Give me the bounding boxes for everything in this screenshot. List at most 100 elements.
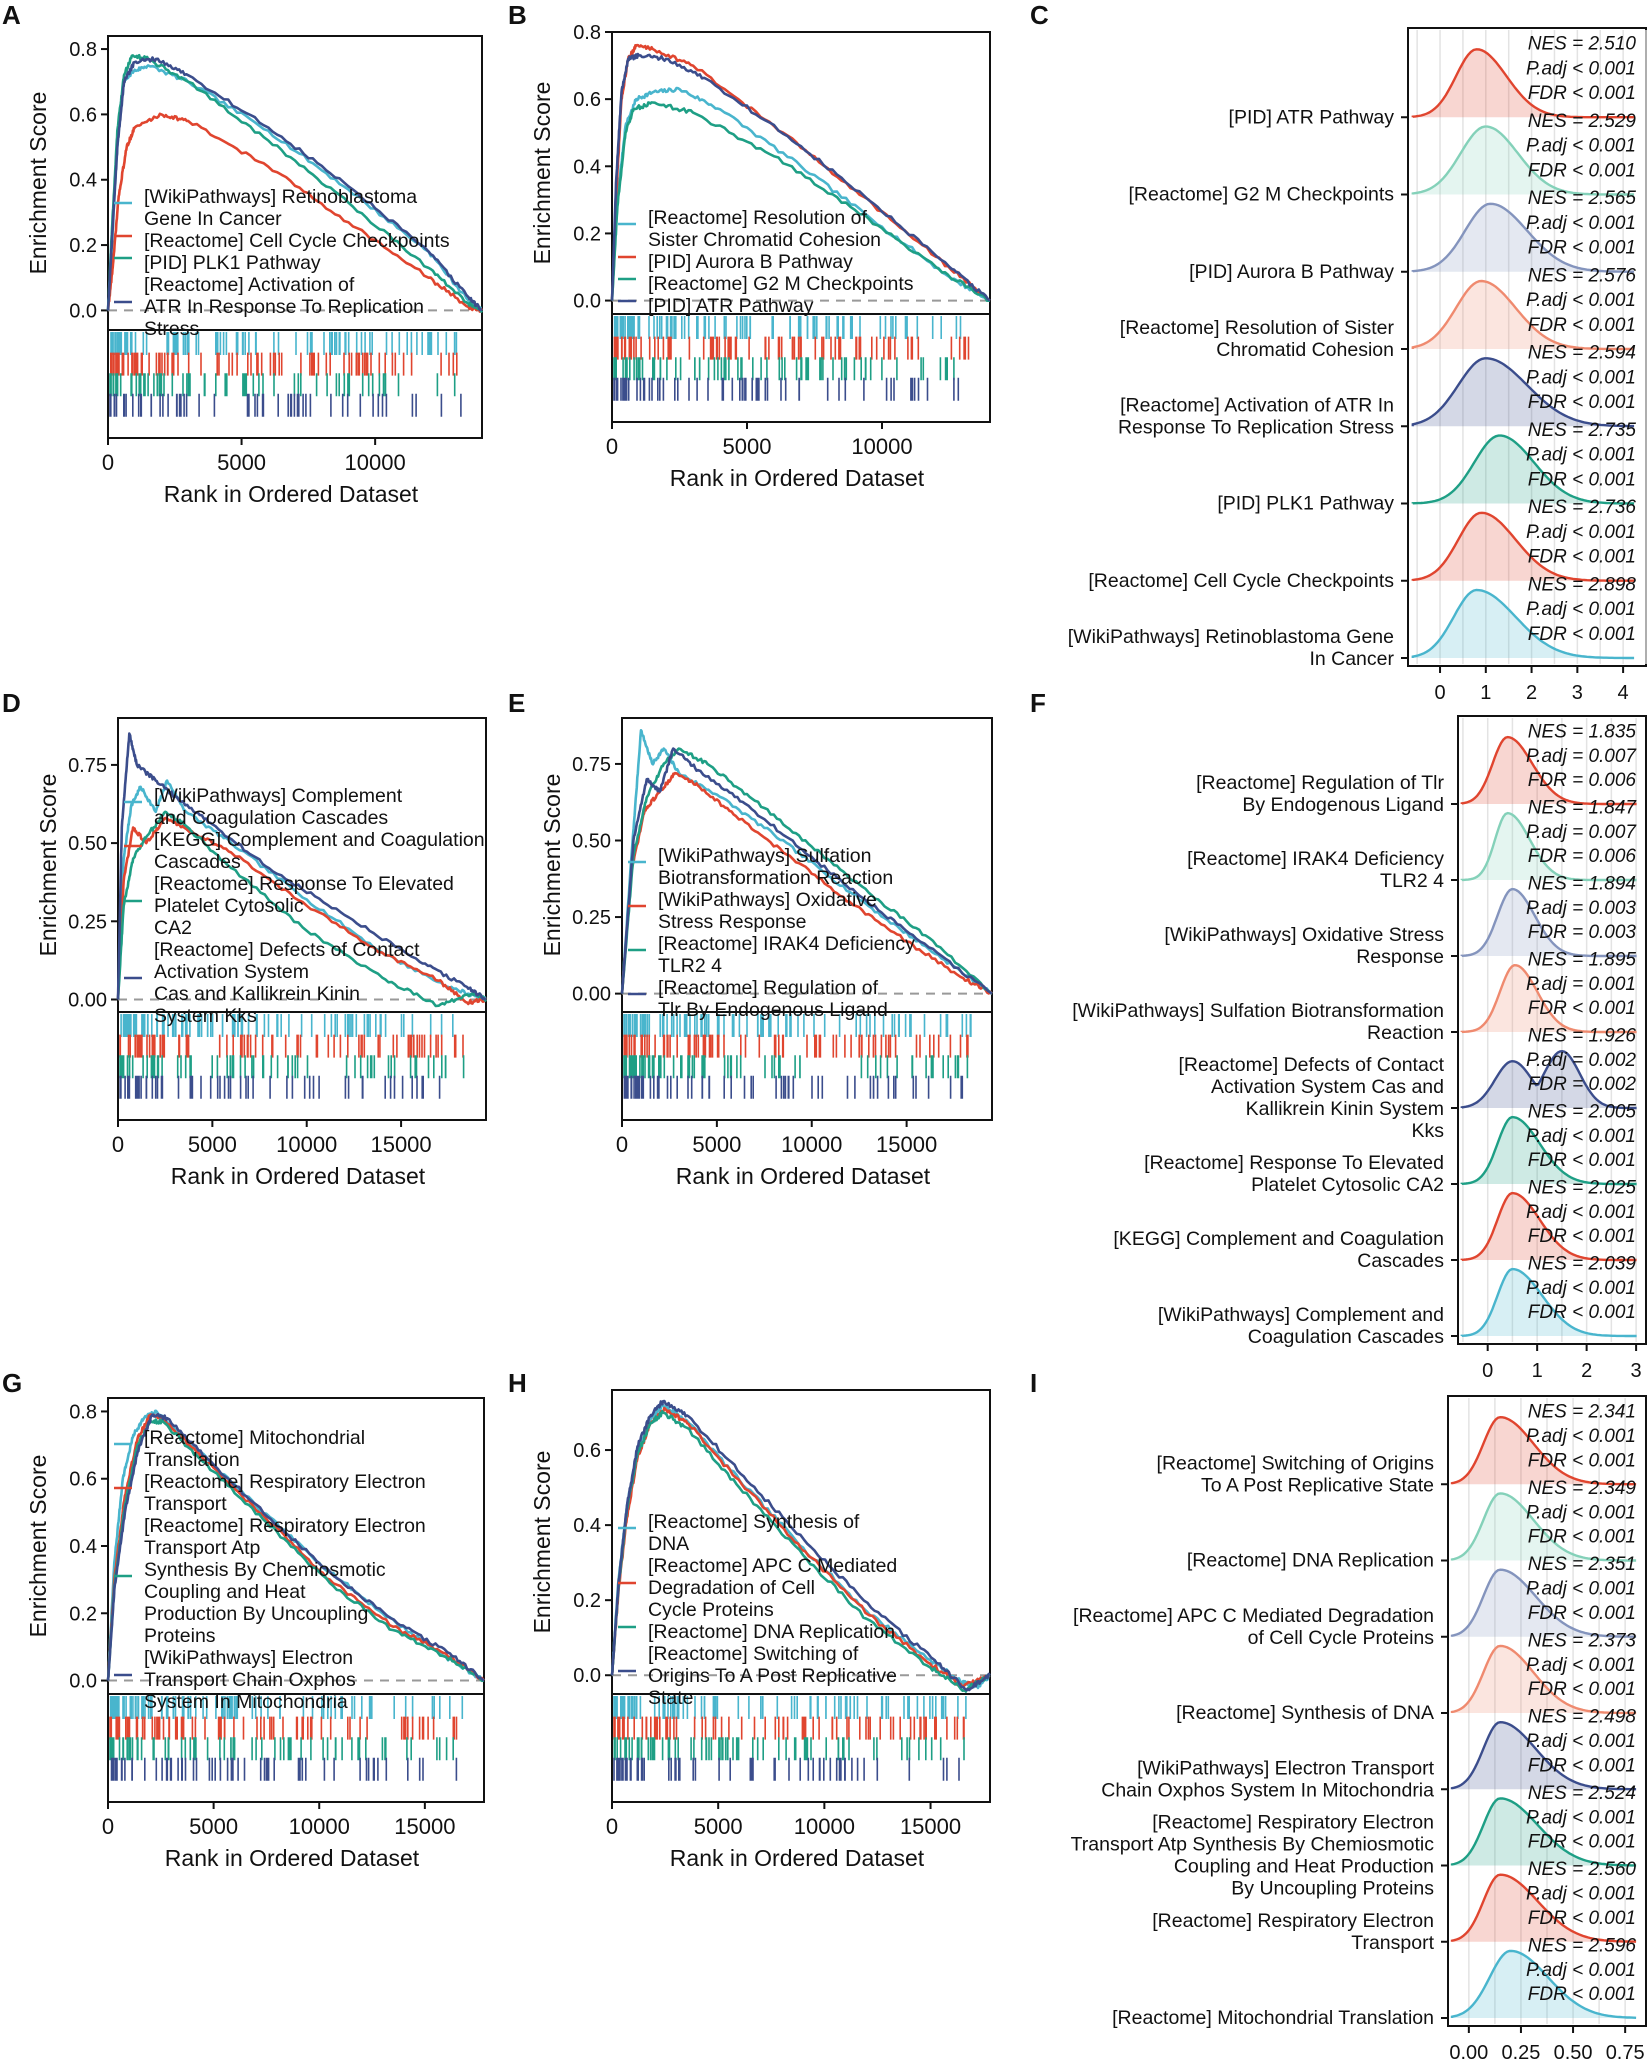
padj-value: P.adj < 0.001: [1526, 367, 1636, 388]
density-fill: [1452, 1417, 1637, 1485]
density-fill: [1461, 889, 1637, 956]
x-tick-label: 3: [1631, 1360, 1642, 1382]
y-tick-label: 0.0: [573, 291, 601, 313]
x-tick-label: 15000: [394, 1814, 455, 1839]
hit-barcode-cyan: [623, 1014, 972, 1037]
density-curve: [1450, 1949, 1637, 2019]
row-label: Transport Atp Synthesis By Chemiosmotic: [1071, 1834, 1435, 1856]
panel-B: B 0.0 0.2 0.4 0.6 0.8 0 5000 10000 Rank in Ordere…: [508, 0, 991, 491]
density-curve: [1460, 811, 1637, 882]
y-tick-label: 0.25: [68, 911, 107, 933]
legend-label: Stress: [144, 318, 200, 340]
legend-label: [WikiPathways] Electron: [144, 1647, 353, 1669]
density-fill: [1412, 49, 1635, 118]
x-tick-label: 0: [112, 1132, 124, 1157]
row-label: [Reactome] APC C Mediated Degradation: [1073, 1605, 1434, 1627]
padj-value: P.adj < 0.001: [1526, 1655, 1636, 1676]
legend-label: Activation System: [154, 961, 309, 983]
hit-barcode-red: [613, 336, 970, 360]
fdr-value: FDR < 0.001: [1528, 1832, 1636, 1853]
nes-value: NES = 1.895: [1528, 950, 1637, 971]
x-tick-label: 0: [1434, 682, 1445, 704]
padj-value: P.adj < 0.001: [1526, 1278, 1636, 1299]
row-label: [WikiPathways] Retinoblastoma Gene: [1068, 626, 1394, 648]
legend-label: Degradation of Cell: [648, 1577, 815, 1599]
row-label: [WikiPathways] Electron Transport: [1137, 1757, 1435, 1779]
y-axis-title: Enrichment Score: [529, 1451, 555, 1634]
fdr-value: FDR < 0.001: [1528, 998, 1636, 1019]
row-label: Kallikrein Kinin System: [1246, 1098, 1444, 1120]
density-fill: [1452, 1950, 1637, 2018]
nes-value: NES = 2.510: [1528, 34, 1637, 55]
density-curve: [1411, 48, 1635, 119]
padj-value: P.adj = 0.007: [1526, 822, 1637, 843]
y-tick-label: 0.6: [573, 1440, 601, 1462]
legend-label: [Reactome] IRAK4 Deficiency: [658, 933, 915, 955]
series-line-navy: [620, 747, 993, 995]
legend-label: Proteins: [144, 1625, 216, 1647]
legend-label: [Reactome] DNA Replication: [648, 1621, 895, 1643]
barcode-frame: [621, 1011, 993, 1121]
row-label: [WikiPathways] Sulfation Biotransformati…: [1072, 1000, 1444, 1022]
x-tick-label: 10000: [781, 1132, 842, 1157]
barcode-frame: [117, 1011, 487, 1121]
plot-frame: [1447, 1395, 1647, 2027]
x-tick-label: 0: [102, 1814, 114, 1839]
panel-label: D: [2, 688, 21, 718]
x-tick-label: 5000: [723, 434, 772, 459]
row-label: [Reactome] G2 M Checkpoints: [1128, 184, 1394, 206]
padj-value: P.adj < 0.001: [1526, 599, 1636, 620]
padj-value: P.adj < 0.001: [1526, 445, 1636, 466]
hit-barcode-red: [110, 352, 458, 376]
density-fill: [1412, 512, 1635, 581]
row-label: Chromatid Cohesion: [1216, 339, 1394, 361]
row-label: By Endogenous Ligand: [1242, 794, 1444, 816]
panel-C: C 0 1 2 3 4 NES = 2.510 P.adj < 0.001 FDR < 0.00…: [1030, 0, 1647, 704]
series-line-navy: [610, 1399, 991, 1692]
row-label: [PID] ATR Pathway: [1229, 106, 1395, 128]
barcode-frame: [611, 1693, 991, 1803]
legend-label: [PID] ATR Pathway: [648, 295, 814, 317]
y-tick-label: 0.6: [573, 89, 601, 111]
row-label: Coagulation Cascades: [1248, 1326, 1444, 1348]
series-line-red: [106, 1413, 485, 1682]
density-fill: [1452, 1645, 1637, 1713]
hit-barcode-cyan: [110, 332, 458, 355]
x-tick-label: 10000: [345, 450, 406, 475]
legend-label: [WikiPathways] Oxidative: [658, 889, 877, 911]
y-tick-label: 0.2: [69, 1603, 97, 1625]
nes-value: NES = 1.835: [1528, 722, 1637, 743]
padj-value: P.adj = 0.003: [1526, 898, 1636, 919]
legend-label: Transport: [144, 1493, 227, 1515]
legend-label: [WikiPathways] Sulfation: [658, 845, 872, 867]
legend-label: and Coagulation Cascades: [154, 807, 388, 829]
density-fill: [1412, 358, 1635, 427]
y-tick-label: 0.8: [69, 39, 97, 61]
legend-label: [Reactome] Regulation of: [658, 977, 879, 999]
row-label: [Reactome] Resolution of Sister: [1120, 317, 1395, 339]
panel-label: E: [508, 688, 525, 718]
legend-label: [Reactome] Defects of Contact: [154, 939, 420, 961]
density-curve: [1411, 434, 1635, 505]
row-label: [Reactome] Activation of ATR In: [1120, 394, 1394, 416]
row-label: [Reactome] Switching of Origins: [1157, 1452, 1435, 1474]
row-label: [WikiPathways] Complement and: [1158, 1304, 1444, 1326]
fdr-value: FDR < 0.001: [1528, 624, 1636, 645]
y-tick-label: 0.50: [68, 833, 107, 855]
x-tick-label: 5000: [692, 1132, 741, 1157]
row-label: In Cancer: [1309, 648, 1394, 670]
density-curve: [1411, 511, 1635, 582]
hit-barcode-navy: [623, 1075, 964, 1099]
legend-label: TLR2 4: [658, 955, 722, 977]
x-tick-label: 0: [606, 1814, 618, 1839]
nes-value: NES = 2.898: [1528, 574, 1637, 595]
legend-label: Cascades: [154, 851, 241, 873]
row-label: [Reactome] Defects of Contact: [1178, 1054, 1444, 1076]
x-tick-label: 1: [1480, 682, 1491, 704]
x-tick-label: 5000: [189, 1814, 238, 1839]
series-line-navy: [106, 1412, 485, 1682]
density-fill: [1452, 1722, 1637, 1790]
density-fill: [1461, 1269, 1637, 1336]
density-curve: [1450, 1492, 1637, 1562]
fdr-value: FDR < 0.001: [1528, 547, 1636, 568]
